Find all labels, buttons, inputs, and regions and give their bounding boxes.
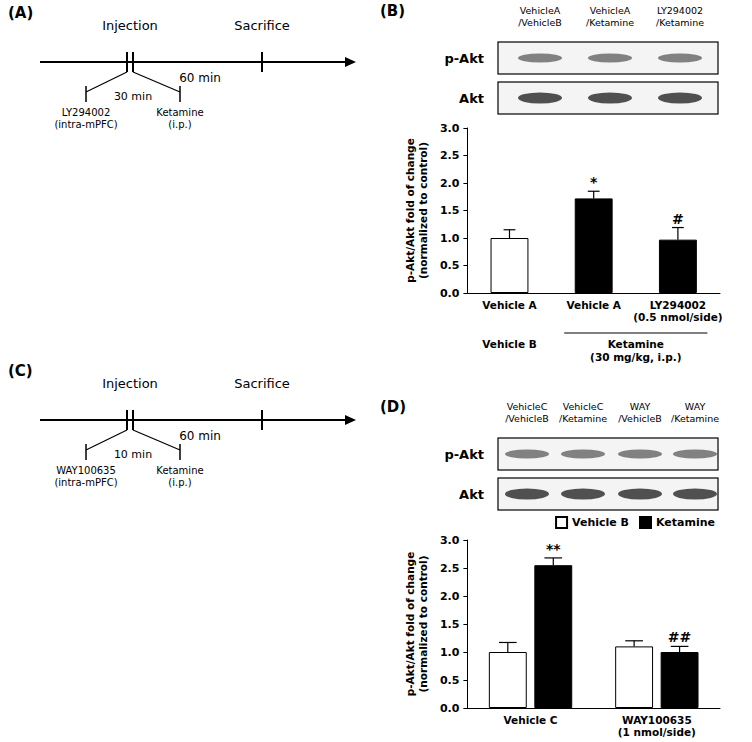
svg-text:1.5: 1.5 — [440, 618, 460, 631]
svg-text:60 min: 60 min — [179, 71, 221, 85]
svg-text:VehicleC/Ketamine: VehicleC/Ketamine — [559, 401, 607, 424]
svg-text:Ketamine: Ketamine — [608, 338, 664, 350]
svg-text:(30 mg/kg, i.p.): (30 mg/kg, i.p.) — [590, 351, 681, 363]
svg-text:2.5: 2.5 — [440, 149, 460, 162]
svg-text:VehicleA/Ketamine: VehicleA/Ketamine — [586, 5, 634, 28]
svg-text:LY294002/Ketamine: LY294002/Ketamine — [656, 5, 704, 28]
svg-text:Vehicle B: Vehicle B — [482, 338, 536, 350]
svg-text:Akt: Akt — [459, 91, 484, 106]
svg-text:0.5: 0.5 — [440, 259, 460, 272]
svg-text:3.0: 3.0 — [440, 534, 460, 547]
svg-text:0.0: 0.0 — [440, 287, 460, 300]
svg-text:1.0: 1.0 — [440, 232, 460, 245]
svg-text:##: ## — [668, 629, 691, 645]
svg-text:0.0: 0.0 — [440, 702, 460, 715]
svg-text:VehicleA/VehicleB: VehicleA/VehicleB — [518, 5, 562, 28]
svg-text:Ketamine(i.p.): Ketamine(i.p.) — [156, 107, 203, 130]
svg-text:(C): (C) — [8, 362, 33, 380]
svg-text:p-Akt/Akt fold of change: p-Akt/Akt fold of change — [404, 138, 416, 283]
svg-text:Injection: Injection — [102, 376, 158, 391]
svg-text:1.5: 1.5 — [440, 204, 460, 217]
svg-text:WAY100635(intra-mPFC): WAY100635(intra-mPFC) — [54, 465, 117, 488]
svg-text:3.0: 3.0 — [440, 122, 460, 135]
svg-text:VehicleC/VehicleB: VehicleC/VehicleB — [505, 401, 549, 424]
svg-text:Ketamine: Ketamine — [656, 516, 715, 529]
svg-text:Vehicle B: Vehicle B — [572, 516, 629, 529]
svg-text:(normalized to control): (normalized to control) — [417, 142, 429, 279]
svg-text:2.5: 2.5 — [440, 562, 460, 575]
svg-text:2.0: 2.0 — [440, 590, 460, 603]
svg-text:LY294002(intra-mPFC): LY294002(intra-mPFC) — [54, 107, 117, 130]
svg-text:2.0: 2.0 — [440, 177, 460, 190]
svg-text:WAY100635: WAY100635 — [622, 714, 692, 726]
svg-text:Vehicle A: Vehicle A — [482, 299, 537, 311]
svg-text:0.5: 0.5 — [440, 674, 460, 687]
svg-text:(D): (D) — [380, 398, 406, 416]
svg-text:10 min: 10 min — [114, 448, 152, 461]
svg-text:Ketamine(i.p.): Ketamine(i.p.) — [156, 465, 203, 488]
svg-text:(1 nmol/side): (1 nmol/side) — [618, 726, 696, 738]
svg-text:Vehicle A: Vehicle A — [566, 299, 621, 311]
svg-text:WAY/VehicleB: WAY/VehicleB — [618, 401, 662, 424]
svg-text:*: * — [590, 174, 598, 190]
svg-text:Sacrifice: Sacrifice — [234, 18, 290, 33]
svg-text:(0.5 nmol/side): (0.5 nmol/side) — [633, 311, 722, 323]
svg-text:WAY/Ketamine: WAY/Ketamine — [671, 401, 719, 424]
svg-text:60 min: 60 min — [179, 429, 221, 443]
svg-text:p-Akt: p-Akt — [444, 51, 484, 66]
svg-text:(B): (B) — [380, 2, 405, 20]
svg-text:1.0: 1.0 — [440, 646, 460, 659]
svg-text:p-Akt/Akt fold of change: p-Akt/Akt fold of change — [404, 552, 416, 697]
svg-text:Akt: Akt — [459, 487, 484, 502]
svg-text:Vehicle C: Vehicle C — [504, 714, 558, 726]
svg-text:Sacrifice: Sacrifice — [234, 376, 290, 391]
svg-text:LY294002: LY294002 — [650, 299, 707, 311]
svg-text:(normalized to control): (normalized to control) — [417, 556, 429, 693]
svg-text:#: # — [672, 211, 684, 227]
svg-text:30 min: 30 min — [114, 90, 152, 103]
svg-text:**: ** — [546, 541, 561, 557]
svg-text:(A): (A) — [8, 4, 33, 22]
svg-text:p-Akt: p-Akt — [444, 447, 484, 462]
svg-text:Injection: Injection — [102, 18, 158, 33]
